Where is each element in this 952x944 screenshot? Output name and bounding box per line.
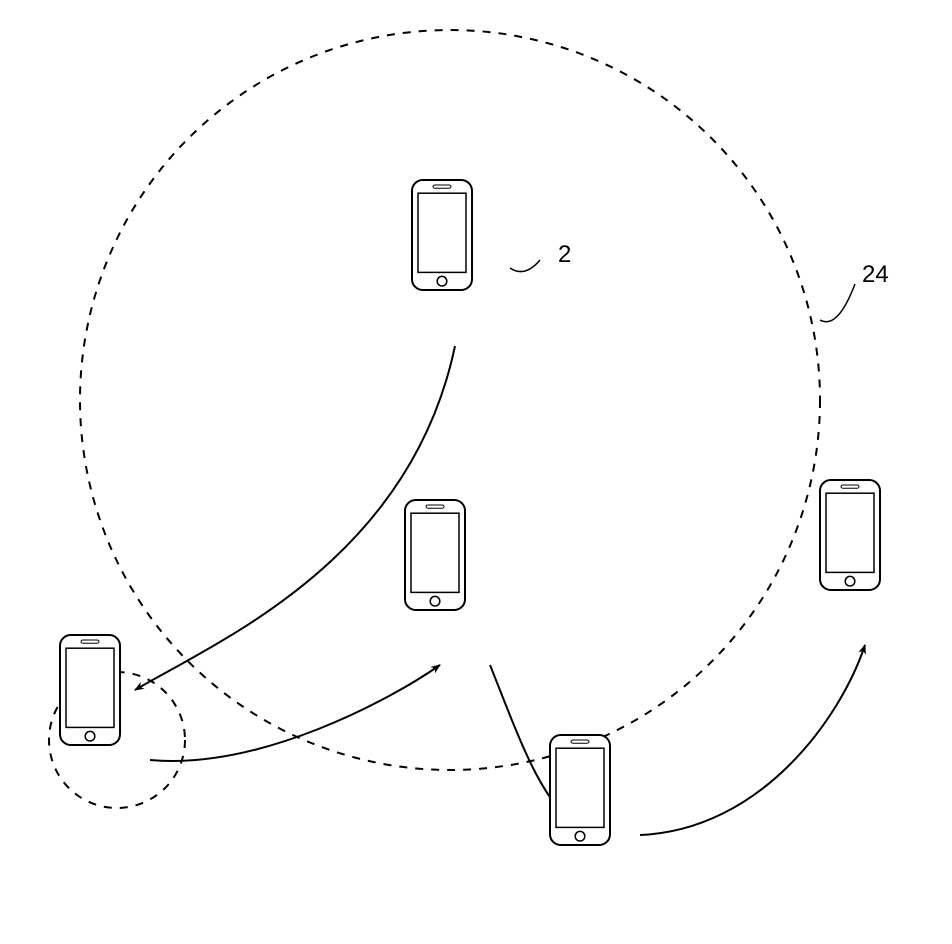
phone-2 [412, 180, 472, 290]
label-24-leader [820, 284, 855, 322]
edge-e2 [150, 665, 440, 761]
diagram-canvas: 2 24 [0, 0, 952, 944]
phone-r [820, 480, 880, 590]
label-24: 24 [862, 261, 889, 288]
phone-br [550, 735, 610, 845]
label-2-leader [510, 260, 540, 272]
label-2: 2 [558, 241, 571, 268]
phone-bl [60, 635, 120, 745]
phone-c [405, 500, 465, 610]
edge-e4 [640, 645, 865, 835]
